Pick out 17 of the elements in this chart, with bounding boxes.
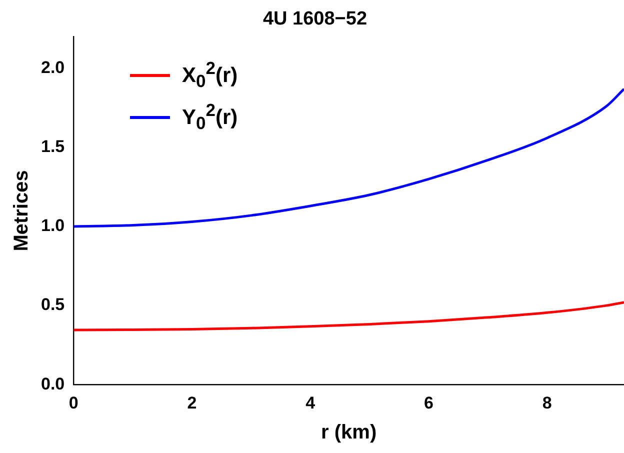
line-series <box>74 88 624 228</box>
y-tick-label: 2.0 <box>40 58 65 78</box>
y-tick-label: 1.0 <box>40 216 65 236</box>
y-axis-title: Metrices <box>10 170 33 252</box>
x-tick-label: 0 <box>68 393 78 412</box>
x-tick-label: 8 <box>542 393 552 412</box>
x-tick-label: 6 <box>424 393 434 412</box>
y-tick-label: 1.5 <box>40 137 65 156</box>
y-tick-label: 0.0 <box>40 374 65 394</box>
x-tick-label: 2 <box>187 393 197 412</box>
line-series <box>74 301 624 332</box>
y-tick-label: 0.5 <box>40 295 65 314</box>
legend-label: Y$_{0}$$^{2}$(r) <box>182 100 238 134</box>
chart-title: 4U 1608−52 <box>262 8 368 30</box>
x-tick-label: 4 <box>306 393 316 412</box>
legend-label: X$_{0}$$^{2}$(r) <box>182 58 238 92</box>
x-axis-title: r (km) <box>321 422 377 444</box>
